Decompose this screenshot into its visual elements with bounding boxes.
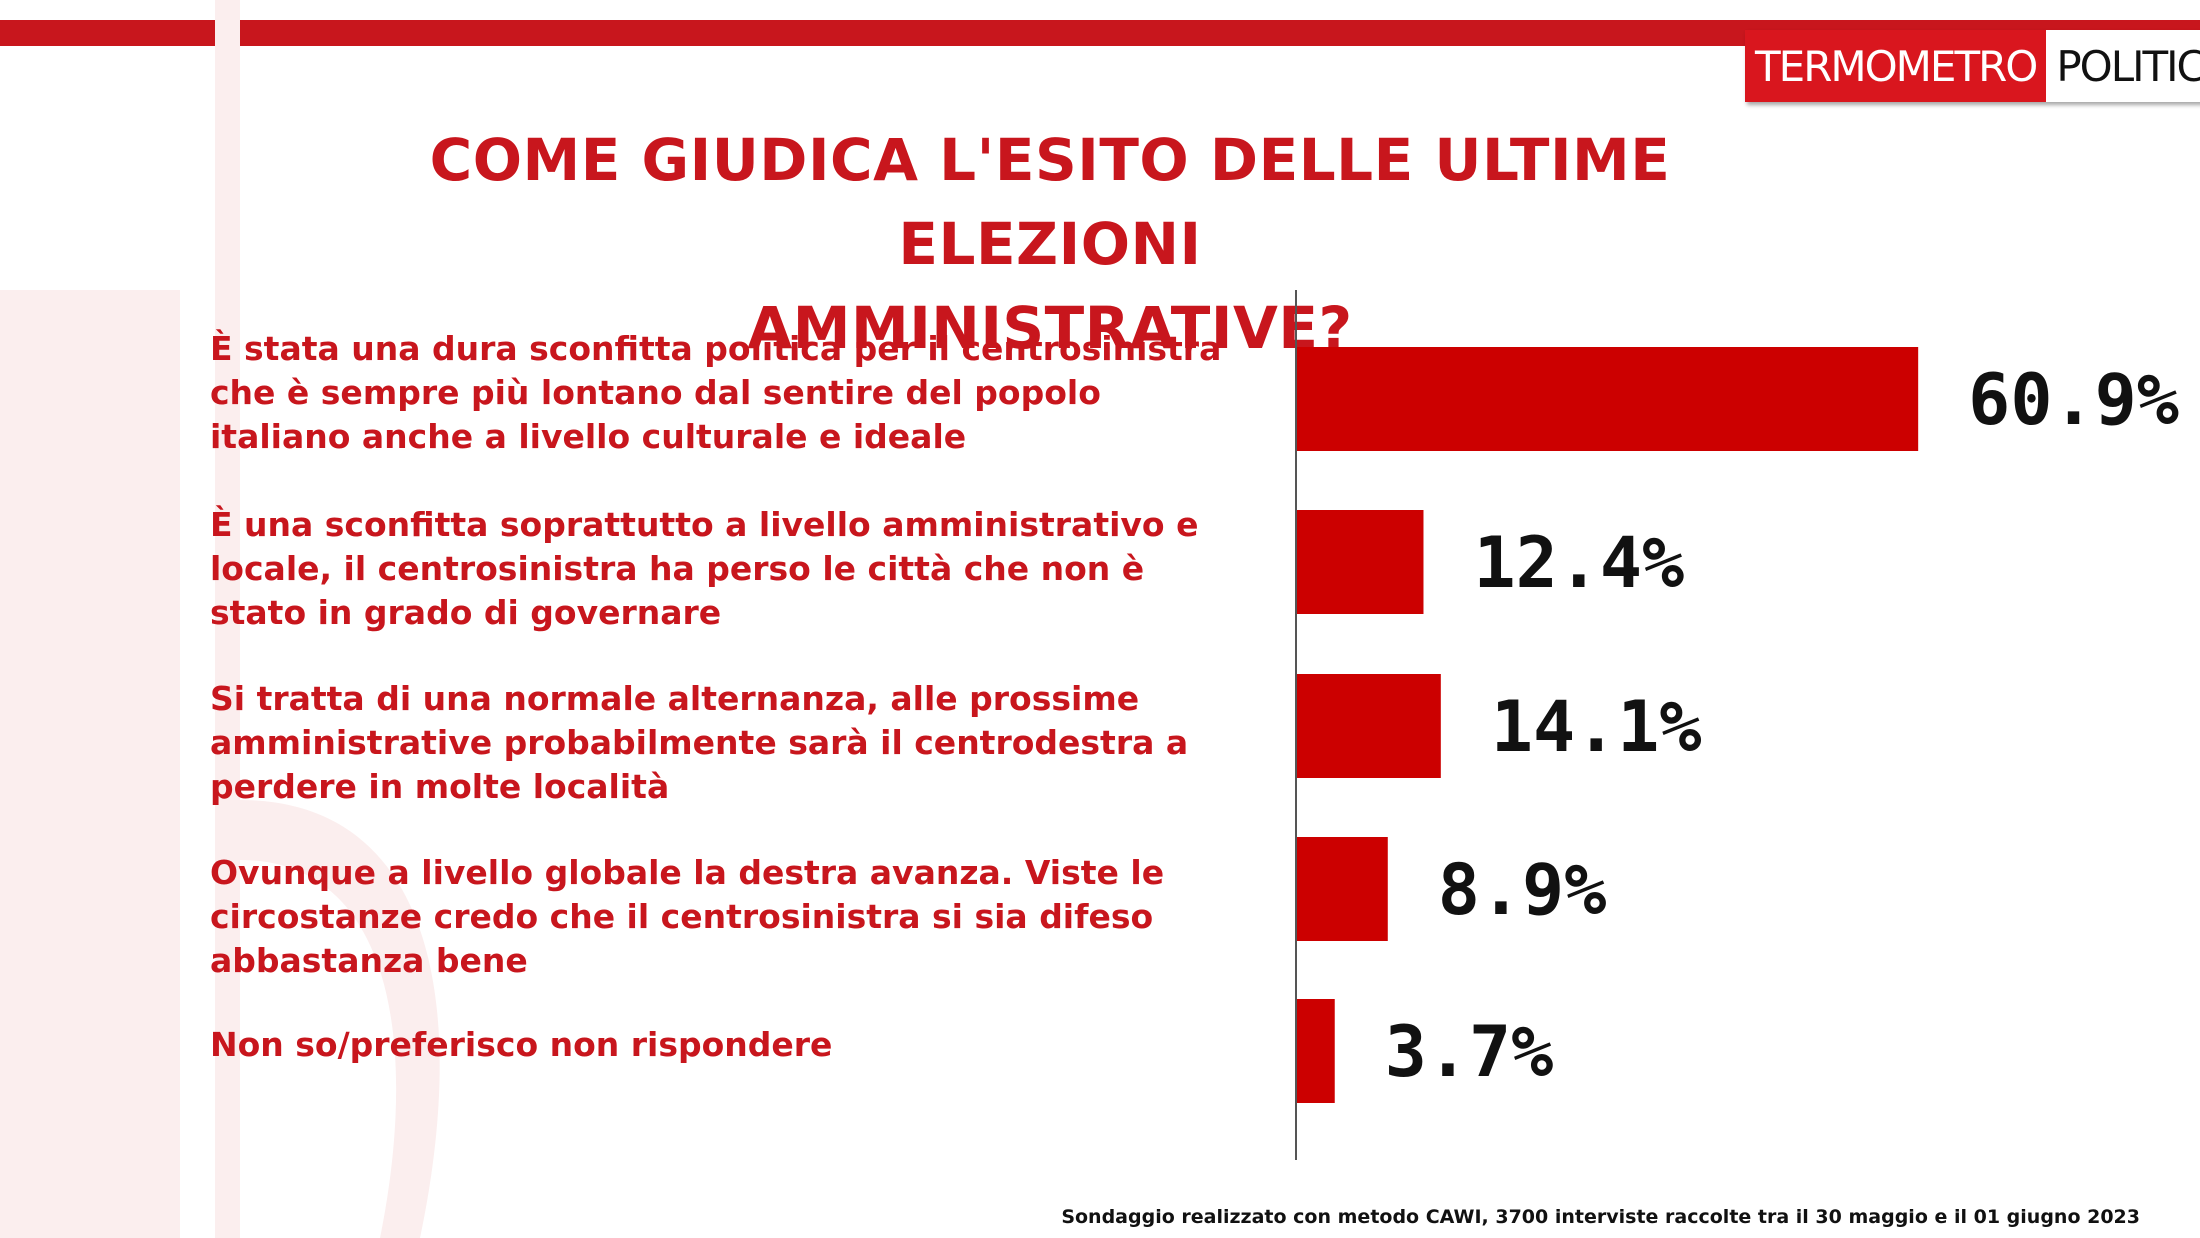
bar-0 — [1297, 347, 1919, 451]
answer-label-line: perdere in molte località — [210, 767, 670, 806]
bar-1 — [1297, 510, 1424, 614]
answer-label-line: Non so/preferisco non rispondere — [210, 1025, 833, 1064]
answer-label-line: amministrative probabilmente sarà il cen… — [210, 723, 1189, 762]
logo-part-termometro: TERMOMETRO — [1745, 30, 2047, 102]
answer-label-line: abbastanza bene — [210, 941, 528, 980]
answer-label-line: È stata una dura sconfitta politica per … — [210, 329, 1222, 368]
value-label-4: 3.7% — [1385, 1011, 1554, 1093]
value-label-0: 60.9% — [1968, 359, 2179, 441]
answer-label-line: È una sconfitta soprattutto a livello am… — [210, 505, 1199, 544]
value-label-2: 14.1% — [1491, 686, 1702, 768]
bar-3 — [1297, 837, 1388, 941]
chart-title-line-2: AMMINISTRATIVE? — [747, 294, 1353, 362]
answer-label-2: Si tratta di una normale alternanza, all… — [210, 677, 1250, 809]
value-label-1: 12.4% — [1473, 522, 1684, 604]
value-label-3: 8.9% — [1438, 849, 1607, 931]
answer-label-line: stato in grado di governare — [210, 593, 722, 632]
answer-label-1: È una sconfitta soprattutto a livello am… — [210, 503, 1250, 635]
answer-label-line: Si tratta di una normale alternanza, all… — [210, 679, 1140, 718]
chart-title-line-1: COME GIUDICA L'ESITO DELLE ULTIME ELEZIO… — [429, 126, 1671, 278]
logo-part-politico: POLITICO — [2046, 30, 2200, 102]
brand-logo: TERMOMETRO POLITICO — [1745, 30, 2200, 102]
answer-label-line: che è sempre più lontano dal sentire del… — [210, 373, 1101, 412]
answer-label-line: italiano anche a livello culturale e ide… — [210, 417, 967, 456]
answer-label-0: È stata una dura sconfitta politica per … — [210, 327, 1250, 459]
survey-footnote: Sondaggio realizzato con metodo CAWI, 37… — [1061, 1206, 2140, 1228]
answer-label-line: Ovunque a livello globale la destra avan… — [210, 853, 1165, 892]
answer-label-4: Non so/preferisco non rispondere — [210, 1023, 1250, 1067]
bar-4 — [1297, 999, 1335, 1103]
answer-label-line: locale, il centrosinistra ha perso le ci… — [210, 549, 1145, 588]
bar-2 — [1297, 674, 1441, 778]
answer-label-line: circostanze credo che il centrosinistra … — [210, 897, 1154, 936]
answer-label-3: Ovunque a livello globale la destra avan… — [210, 851, 1250, 983]
chart-title: COME GIUDICA L'ESITO DELLE ULTIME ELEZIO… — [300, 118, 1800, 370]
